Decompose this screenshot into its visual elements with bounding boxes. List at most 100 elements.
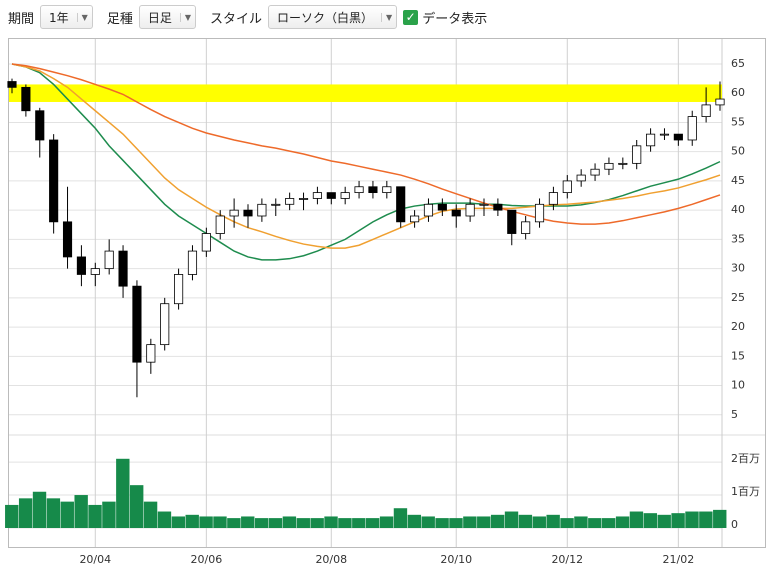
y-tick-label: 20 [731,320,745,333]
y-tick-label: 30 [731,262,745,275]
volume-bar [352,518,366,528]
y-tick-label: 60 [731,86,745,99]
volume-bar [310,518,324,528]
candle-body [451,209,461,217]
volume-bar [615,516,630,528]
volume-bar [713,509,727,528]
x-tick-label: 20/06 [191,553,223,566]
volume-bar [254,518,269,528]
volume-bar [629,511,644,528]
volume-bar [421,516,435,528]
volume-bar [143,501,158,528]
volume-bar [532,516,546,528]
toolbar: 期間 1年 ▼ 足種 日足 ▼ スタイル ローソク（白黒） ▼ ✓ データ表示 [0,0,487,34]
candle-body [548,192,558,205]
y-tick-label: 40 [731,203,745,216]
y-tick-label: 15 [731,349,745,362]
volume-bar [171,516,186,528]
candle-body [132,285,142,363]
volume-bar [435,518,449,528]
candle-body [201,233,211,252]
y-tick-label: 25 [731,291,745,304]
volume-bar [463,516,477,528]
volume-bar [18,498,33,528]
candle-body [632,145,642,164]
volume-bar [588,518,602,528]
bar-select[interactable]: 日足 ▼ [138,5,196,29]
period-select[interactable]: 1年 ▼ [40,5,93,29]
volume-bar [116,458,130,528]
candle-body [410,215,420,223]
candle-body [576,174,586,182]
style-label: スタイル [210,11,263,27]
candle-body [118,250,128,287]
volume-bar [671,513,685,528]
candle-body [479,203,489,206]
period-label: 期間 [8,11,35,27]
candle-body [312,192,322,199]
volume-bar [699,511,713,528]
style-select[interactable]: ローソク（白黒） ▼ [268,5,398,29]
volume-bar [407,514,422,528]
x-tick-label: 20/12 [551,553,583,566]
candle-body [423,203,434,217]
candle-body [340,192,350,199]
volume-bar [296,518,310,528]
volume-bar [130,485,144,528]
volume-bar [560,518,574,528]
candle-body [687,116,697,141]
data-checkbox[interactable]: ✓ [403,9,419,25]
candle-body [521,221,531,234]
x-tick-label: 20/04 [79,553,111,566]
candle-body [465,203,475,217]
y-tick-label: 65 [731,57,745,70]
candle-body [534,203,545,223]
candle-body [146,344,156,363]
candle-body [590,168,600,176]
volume-bar [268,518,283,528]
volume-bar [546,514,560,528]
y-tick-label: 5 [731,408,738,421]
candle-body [90,268,100,275]
candle-body [646,133,656,147]
candle-body [604,162,614,170]
highlight-band [9,84,722,102]
candle-body [76,256,86,275]
data-label: データ表示 [422,11,488,27]
candle-body [562,180,572,194]
volume-bar [379,516,394,528]
volume-bar [102,501,116,528]
candle-body [21,86,31,112]
volume-bar [366,518,380,528]
x-tick-label: 20/10 [440,553,472,566]
candle-body [174,274,184,305]
candle-body [229,209,239,217]
volume-bar [685,511,699,528]
candle-body [618,162,628,165]
volume-bar [227,518,241,528]
candle-body [659,133,670,136]
candle-body [7,81,17,88]
candle-body [271,203,281,206]
y-tick-label: 45 [731,174,745,187]
volume-bar [393,508,408,528]
volume-bar [518,514,533,528]
moving-average [11,63,721,225]
volume-tick-label: 2百万 [731,452,760,465]
dropdown-arrow: ▼ [381,12,392,22]
candle-body [160,303,170,346]
dropdown-arrow: ▼ [179,12,191,22]
volume-bar [602,518,616,528]
candle-body [701,104,711,117]
volume-bar [449,518,463,528]
candle-body [715,98,725,106]
candle-body [437,203,447,211]
candle-body [493,203,503,211]
candle-body [326,192,336,199]
dropdown-arrow: ▼ [76,12,88,22]
y-tick-label: 10 [731,379,745,392]
moving-average [11,63,721,249]
volume-bar [490,514,505,528]
candle-body [382,186,392,194]
